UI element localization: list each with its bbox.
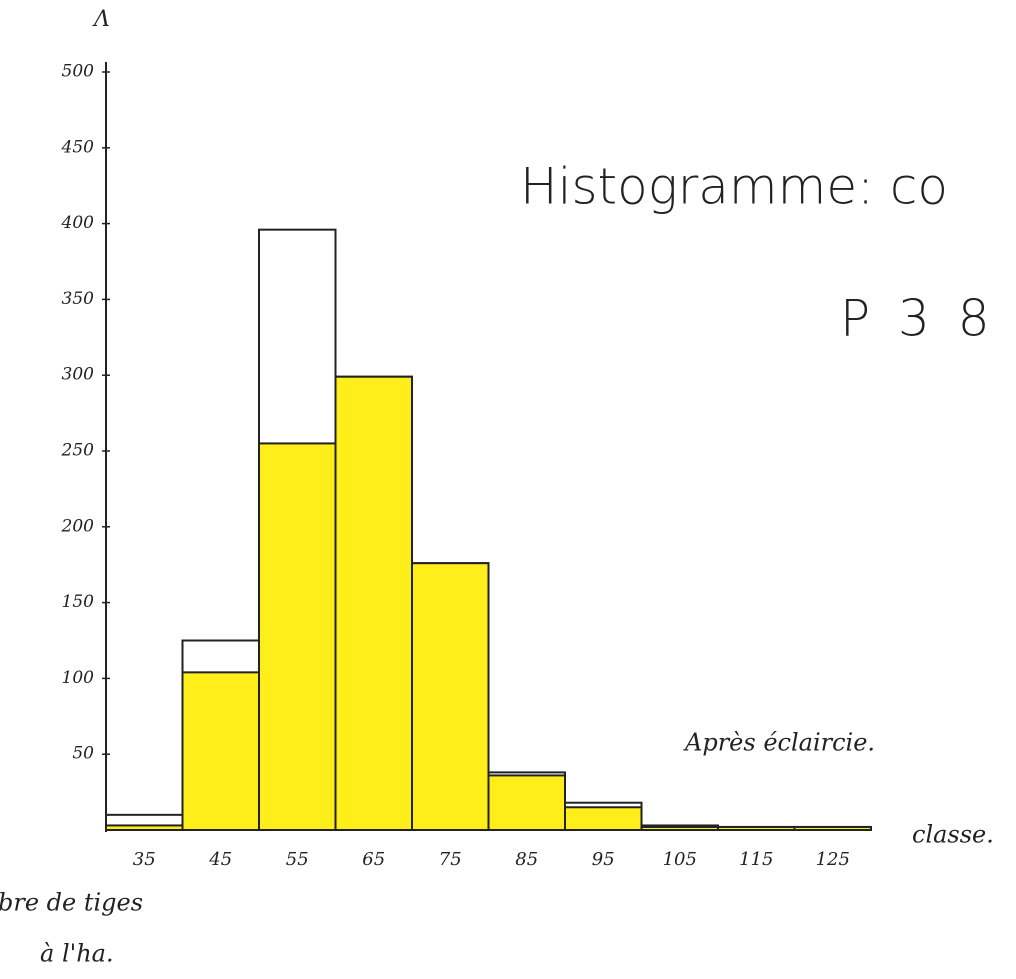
x-tick-label: 65 (362, 849, 385, 870)
y-tick-label: 150 (62, 592, 95, 612)
y-tick-label: 500 (62, 62, 95, 82)
bar (258, 442, 337, 831)
bar (181, 671, 260, 831)
x-tick-label: 75 (439, 849, 462, 870)
y-tick-label: 100 (62, 668, 95, 688)
bar (564, 806, 643, 832)
x-axis-label: classe. (912, 821, 994, 849)
y-tick-label: 250 (61, 441, 95, 461)
bar (717, 825, 796, 832)
x-tick-label: 45 (208, 849, 232, 870)
annotation: Après éclaircie. (683, 729, 875, 757)
x-tick-label: 105 (663, 849, 697, 870)
x-tick-label: 125 (816, 849, 850, 870)
y-tick-label: 50 (72, 744, 94, 764)
axis-arrow: Λ (92, 7, 110, 32)
y-tick-label: 300 (62, 365, 95, 385)
chart-title: Histogramme: co (520, 158, 948, 216)
bar (411, 562, 490, 832)
x-tick-label: 35 (133, 849, 156, 870)
chart-subtitle: P 3 8 (840, 290, 996, 348)
y-tick-label: 350 (62, 289, 95, 309)
bar (640, 825, 719, 832)
x-tick-label: 55 (286, 849, 309, 870)
bar (105, 824, 184, 832)
x-tick-label: 95 (592, 849, 615, 870)
y-tick-label: 200 (61, 516, 95, 536)
y-tick-label: 400 (61, 213, 95, 233)
y-tick-label: 450 (61, 137, 95, 157)
bar (793, 825, 872, 832)
x-tick-label: 85 (515, 849, 538, 870)
bar (334, 375, 413, 831)
bar (487, 774, 566, 832)
y-axis-label: bre de tiges (0, 889, 143, 917)
x-tick-label: 115 (739, 849, 773, 870)
y-axis-label: à l'ha. (40, 940, 114, 968)
